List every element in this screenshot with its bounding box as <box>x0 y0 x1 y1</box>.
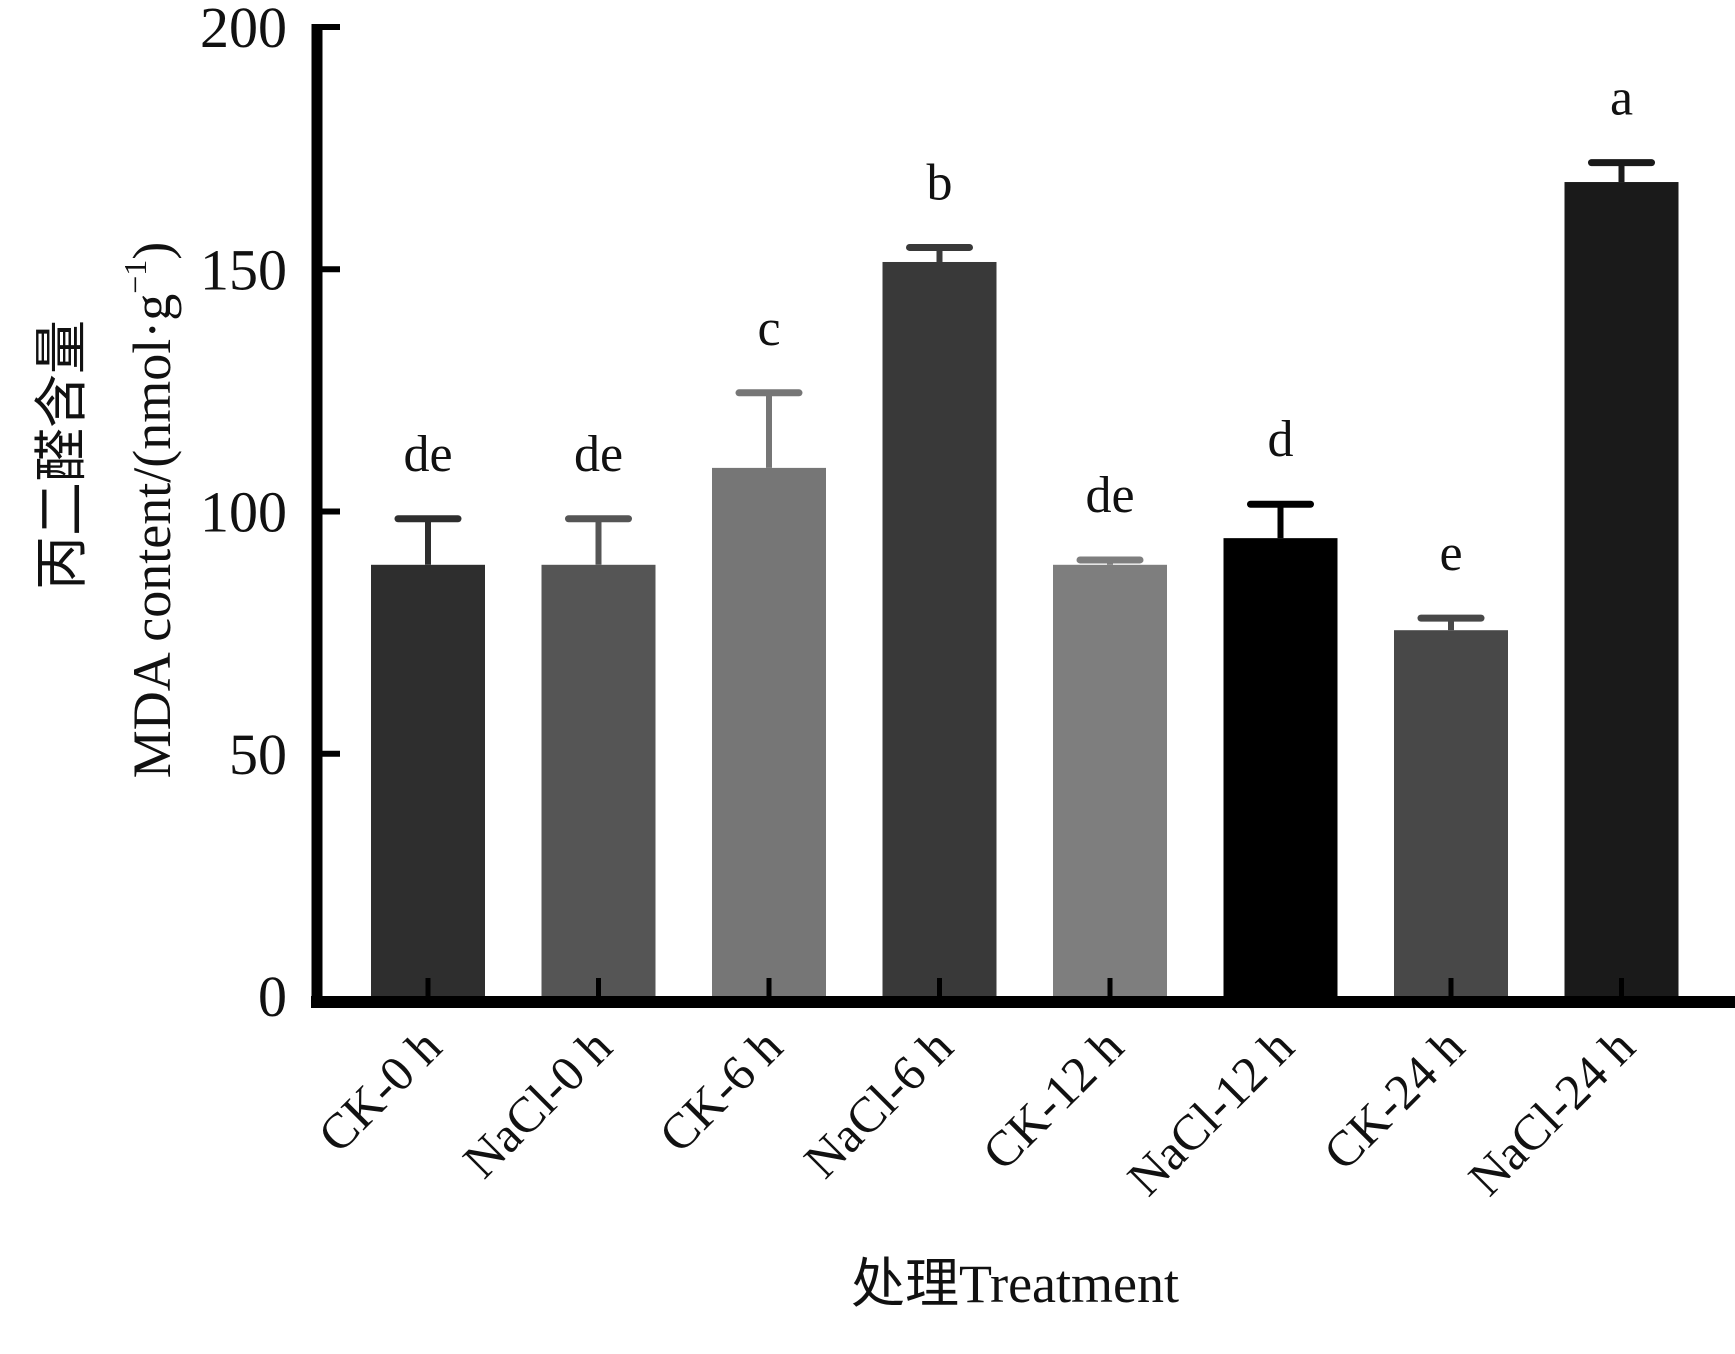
x-axis-title: 处理Treatment <box>851 1254 1179 1314</box>
significance-label: a <box>1610 70 1633 127</box>
significance-label: de <box>403 426 452 483</box>
bar <box>712 467 826 996</box>
y-ticks-group: 0 50 100 150 200 <box>200 0 340 1029</box>
significance-label: b <box>927 154 953 211</box>
x-tick-label: CK-6 h <box>648 1018 793 1163</box>
y-axis-title-en: MDA content/(nmol·g−1) <box>117 242 182 778</box>
y-tick-label: 0 <box>258 964 287 1029</box>
bar <box>1053 564 1167 996</box>
x-tick-label: NaCl-0 h <box>452 1018 622 1188</box>
y-tick-label: 50 <box>229 722 287 787</box>
bar <box>882 261 997 996</box>
x-tick-label: NaCl-6 h <box>793 1018 963 1188</box>
y-tick-label: 150 <box>200 237 287 302</box>
bar <box>1223 538 1338 996</box>
error-bars-group <box>394 159 1655 631</box>
significance-label: e <box>1439 525 1462 582</box>
y-axis-title-en-sup: −1 <box>117 260 153 294</box>
x-tick-label: CK-24 h <box>1312 1018 1474 1180</box>
bars-group <box>371 182 1679 997</box>
significance-label: de <box>574 426 623 483</box>
x-tick-label: CK-0 h <box>307 1018 452 1163</box>
x-tick-label: NaCl-24 h <box>1457 1018 1645 1206</box>
y-tick-label: 200 <box>200 0 287 60</box>
y-axis-title-cn: 丙二醛含量 <box>32 320 92 590</box>
bar <box>1564 182 1679 997</box>
x-tick-label: CK-12 h <box>971 1018 1133 1180</box>
y-tick-label: 100 <box>200 480 287 545</box>
significance-label: d <box>1268 411 1294 468</box>
bar <box>371 564 485 996</box>
bar <box>1394 630 1508 996</box>
x-ticks-group <box>425 978 1624 996</box>
bar <box>541 564 656 996</box>
x-tick-label: NaCl-12 h <box>1116 1018 1304 1206</box>
significance-label: c <box>757 300 780 357</box>
y-axis-title-en-main: MDA content/(nmol·g <box>122 294 182 778</box>
y-axis-title-en-close: ) <box>122 242 182 260</box>
significance-label: de <box>1085 467 1134 524</box>
x-tick-labels-group: CK-0 h NaCl-0 h CK-6 h NaCl-6 h CK-12 hNaCl-… <box>307 1018 1645 1206</box>
